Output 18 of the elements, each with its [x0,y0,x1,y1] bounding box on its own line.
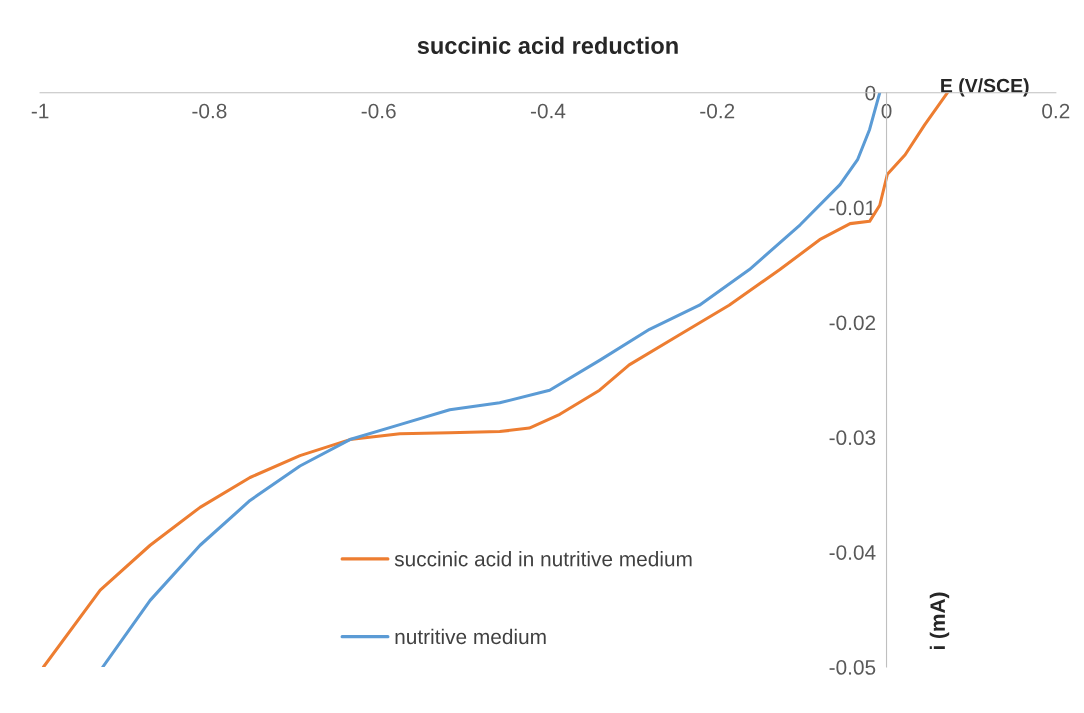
chart-title: succinic acid reduction [417,36,678,55]
legend-label: nutritive medium [395,628,546,645]
y-tick-label: -0.01 [829,200,876,216]
x-tick-label: 0.2 [1042,103,1070,119]
x-tick-label: -0.4 [530,103,566,119]
x-tick-label: -0.6 [361,103,396,119]
x-axis-title: E (V/SCE) [941,78,1029,97]
y-tick-label: 0 [865,85,876,101]
y-tick-label: -0.03 [829,430,876,446]
x-tick-label: -0.2 [700,103,735,119]
y-tick-label: -0.04 [829,545,876,560]
y-tick-label: -0.05 [829,660,876,675]
y-axis-title: i (mA) [929,592,950,650]
x-tick-label: 0 [881,103,892,119]
x-tick-label: -1 [31,103,49,119]
x-tick-label: -0.8 [192,103,227,119]
legend-label: succinic acid in nutritive medium [394,551,692,567]
y-tick-label: -0.02 [829,315,876,331]
